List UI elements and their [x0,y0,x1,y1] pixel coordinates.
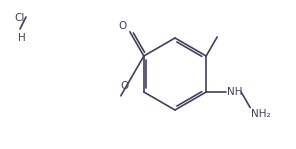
Text: NH: NH [227,87,243,97]
Text: NH₂: NH₂ [251,109,271,119]
Text: O: O [119,21,127,31]
Text: Cl: Cl [14,13,24,23]
Text: H: H [18,33,26,43]
Text: O: O [120,80,129,90]
